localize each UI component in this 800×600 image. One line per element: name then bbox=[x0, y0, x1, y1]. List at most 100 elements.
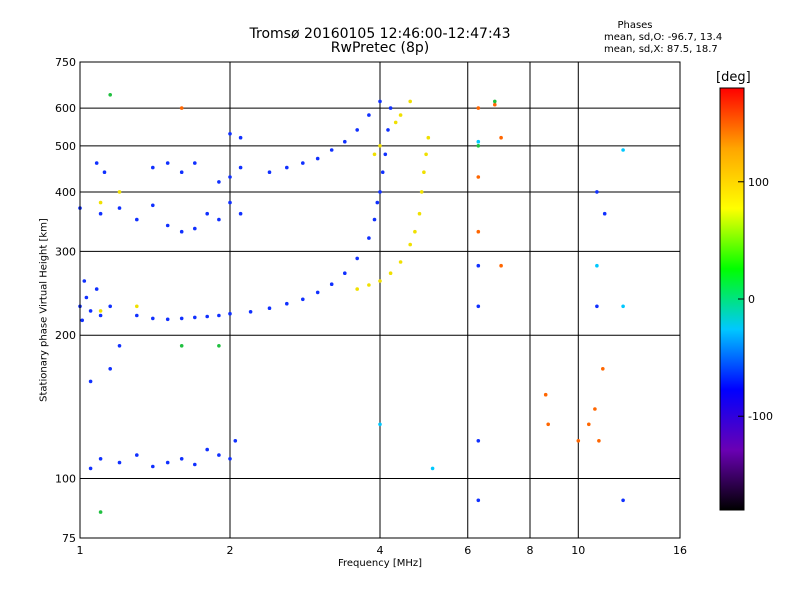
data-point bbox=[380, 170, 385, 174]
data-point bbox=[378, 190, 382, 194]
data-point bbox=[217, 180, 221, 184]
data-point bbox=[80, 318, 84, 323]
data-point bbox=[193, 226, 197, 231]
data-point bbox=[398, 113, 403, 117]
data-point bbox=[205, 447, 209, 452]
data-point bbox=[165, 460, 170, 465]
grid-lines bbox=[80, 62, 680, 538]
data-point bbox=[238, 211, 243, 216]
data-point bbox=[372, 217, 377, 222]
data-point bbox=[476, 175, 481, 179]
data-point bbox=[355, 128, 360, 132]
x-tick-label: 10 bbox=[571, 544, 585, 557]
data-point bbox=[88, 379, 93, 384]
data-point bbox=[179, 457, 184, 461]
data-point bbox=[499, 135, 503, 140]
y-tick-label: 75 bbox=[62, 532, 76, 545]
phase-o-stats: mean, sd,O: -96.7, 13.4 bbox=[604, 32, 723, 43]
data-point bbox=[597, 439, 601, 443]
data-point bbox=[94, 161, 99, 165]
data-point bbox=[367, 283, 371, 287]
axis-ticks: 1 2 4 6 8 10 16 75 100 200 300 400 500 600 750 bbox=[55, 56, 687, 557]
data-point bbox=[493, 99, 497, 104]
data-point bbox=[576, 439, 581, 443]
data-point bbox=[546, 422, 550, 427]
y-tick-label: 300 bbox=[55, 245, 76, 258]
data-point bbox=[386, 128, 390, 132]
data-point bbox=[165, 161, 170, 165]
data-point bbox=[228, 175, 232, 179]
data-point bbox=[543, 392, 548, 397]
data-point bbox=[151, 203, 155, 208]
colorbar-ticks: 100 0 -100 bbox=[738, 176, 773, 423]
data-point bbox=[476, 304, 481, 309]
data-point bbox=[193, 462, 197, 467]
data-point bbox=[301, 161, 305, 165]
data-point bbox=[285, 301, 289, 306]
data-point bbox=[98, 313, 103, 318]
data-point bbox=[98, 510, 103, 514]
data-point bbox=[267, 306, 272, 311]
data-point bbox=[419, 190, 424, 194]
data-point bbox=[593, 407, 597, 411]
data-point bbox=[476, 439, 481, 443]
data-point bbox=[267, 170, 272, 174]
data-point bbox=[98, 200, 103, 205]
data-point bbox=[98, 309, 103, 313]
colorbar-tick-label: -100 bbox=[748, 410, 773, 423]
data-point bbox=[378, 279, 382, 283]
data-point bbox=[595, 190, 599, 194]
data-point bbox=[378, 422, 382, 427]
x-tick-label: 4 bbox=[377, 544, 384, 557]
data-point bbox=[179, 229, 184, 234]
data-point bbox=[367, 113, 371, 117]
y-tick-label: 100 bbox=[55, 473, 76, 486]
data-point bbox=[372, 152, 377, 157]
data-point bbox=[117, 344, 122, 348]
colorbar-tick-label: 100 bbox=[748, 176, 769, 189]
y-axis-label: Stationary phase Virtual Height [km] bbox=[38, 218, 50, 402]
y-tick-label: 400 bbox=[55, 186, 76, 199]
data-point bbox=[88, 309, 93, 313]
data-point bbox=[476, 106, 481, 110]
data-point bbox=[285, 165, 289, 170]
x-tick-label: 1 bbox=[77, 544, 84, 557]
data-point bbox=[151, 464, 155, 469]
data-point bbox=[355, 256, 360, 261]
data-point bbox=[601, 367, 605, 371]
data-point bbox=[499, 263, 503, 268]
data-point bbox=[205, 211, 209, 216]
data-point bbox=[476, 144, 481, 148]
data-point bbox=[179, 316, 184, 321]
data-point bbox=[193, 161, 197, 165]
data-point bbox=[424, 152, 428, 157]
data-point bbox=[367, 236, 371, 240]
data-point bbox=[417, 211, 422, 216]
data-point bbox=[238, 135, 243, 140]
data-point bbox=[98, 457, 103, 461]
x-tick-label: 8 bbox=[527, 544, 534, 557]
data-point bbox=[108, 367, 112, 371]
data-point bbox=[117, 190, 122, 194]
data-point bbox=[413, 229, 417, 234]
data-point bbox=[98, 211, 103, 216]
data-point bbox=[329, 282, 334, 287]
data-point bbox=[217, 344, 221, 348]
data-point bbox=[88, 466, 93, 471]
data-points bbox=[78, 93, 625, 514]
chart-title: Tromsø 20160105 12:46:00-12:47:43 bbox=[249, 26, 511, 42]
data-point bbox=[228, 200, 232, 205]
data-point bbox=[476, 229, 481, 234]
data-point bbox=[621, 498, 625, 503]
data-point bbox=[602, 211, 607, 216]
data-point bbox=[493, 102, 497, 107]
data-point bbox=[238, 165, 243, 170]
data-point bbox=[82, 279, 87, 283]
data-point bbox=[378, 144, 382, 148]
data-point bbox=[343, 271, 347, 276]
data-point bbox=[329, 148, 334, 152]
data-point bbox=[228, 132, 232, 136]
data-point bbox=[102, 170, 107, 174]
y-tick-label: 750 bbox=[55, 56, 76, 69]
